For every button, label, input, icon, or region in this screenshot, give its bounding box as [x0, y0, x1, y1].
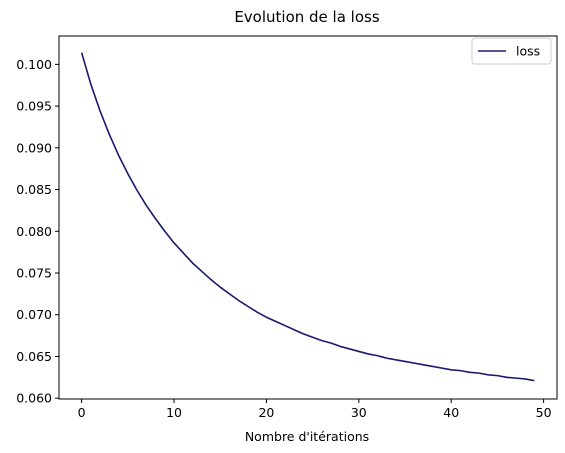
y-axis: 0.060 0.065 0.070 0.075 0.080 0.085 0.090 0.095… — [16, 57, 59, 406]
legend: loss — [471, 37, 552, 65]
x-tick-label: 50 — [536, 405, 552, 420]
y-tick-label: 0.070 — [16, 307, 52, 322]
x-tick-label: 30 — [351, 405, 367, 420]
x-tick-label: 20 — [258, 405, 274, 420]
y-tick-label: 0.075 — [16, 265, 52, 280]
chart-title: Evolution de la loss — [234, 8, 380, 26]
x-tick-label: 10 — [166, 405, 182, 420]
x-axis-title: Nombre d'itérations — [245, 429, 369, 444]
y-tick-label: 0.100 — [16, 57, 52, 72]
x-tick-label: 0 — [78, 405, 86, 420]
legend-label-loss: loss — [516, 44, 540, 59]
y-tick-label: 0.065 — [16, 349, 52, 364]
y-tick-label: 0.095 — [16, 99, 52, 114]
legend-box — [471, 37, 552, 65]
y-tick-label: 0.085 — [16, 182, 52, 197]
y-tick-label: 0.080 — [16, 224, 52, 239]
y-tick-label: 0.060 — [16, 391, 52, 406]
y-tick-label: 0.090 — [16, 140, 52, 155]
plot-frame — [58, 35, 558, 400]
x-axis: 0 10 20 30 40 50 — [78, 399, 552, 420]
x-tick-label: 40 — [443, 405, 459, 420]
series-line-loss — [80, 52, 535, 382]
